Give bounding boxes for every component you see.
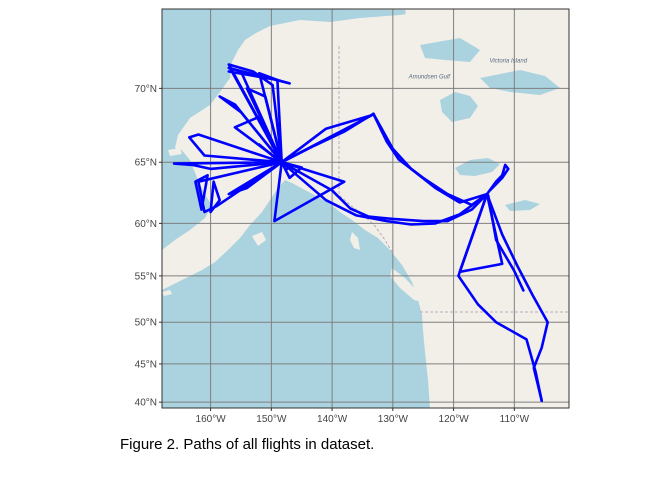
map-place-labels: Amundsen Gulf Victoria Island — [408, 59, 528, 81]
y-tick-label: 55°N — [135, 271, 157, 282]
place-label: Amundsen Gulf — [408, 74, 452, 80]
map-border — [161, 8, 570, 409]
y-tick-label: 60°N — [135, 219, 157, 230]
lake-athabasca — [505, 200, 540, 211]
flight-path — [188, 133, 284, 164]
x-tick-label: 130°W — [378, 414, 409, 425]
x-tick-label: 160°W — [196, 414, 227, 425]
y-tick-label: 70°N — [135, 84, 157, 95]
st-lawrence-island — [168, 148, 182, 156]
haida-gwaii — [350, 232, 360, 250]
flight-paths — [172, 63, 550, 403]
flight-path — [280, 114, 373, 164]
map-panel: Amundsen Gulf Victoria Island — [162, 9, 569, 408]
land-seward — [175, 105, 220, 152]
flight-path — [372, 112, 489, 204]
flight-path — [209, 180, 221, 214]
flight-path — [280, 160, 486, 226]
flight-path — [273, 160, 346, 223]
water-amundsen — [420, 38, 480, 62]
y-tick-label: 40°N — [135, 398, 157, 409]
flight-path — [280, 160, 489, 223]
figure-caption: Figure 2. Paths of all flights in datase… — [120, 436, 375, 453]
flight-path — [485, 163, 510, 196]
x-tick-label: 110°W — [500, 414, 530, 425]
y-tick-label: 65°N — [135, 158, 157, 169]
land-victoria-island — [468, 9, 569, 75]
land-banks-island — [405, 9, 450, 38]
place-label: Victoria Island — [489, 59, 527, 65]
x-tick-label: 120°W — [439, 414, 470, 425]
x-tick-label: 150°W — [256, 414, 287, 425]
flight-path — [218, 95, 284, 164]
flight-path — [486, 194, 525, 292]
y-tick-label: 50°N — [135, 318, 157, 329]
flight-path — [172, 160, 284, 171]
axis-ticks: 160°W 150°W 140°W 130°W 120°W 110°W 70°N 65°N 60… — [135, 84, 530, 425]
flight-path — [233, 115, 284, 164]
flight-path — [194, 174, 209, 211]
flight-path — [227, 66, 291, 85]
vancouver-island — [390, 268, 423, 302]
aleutian-chain — [162, 290, 172, 296]
kodiak-island — [252, 232, 266, 246]
y-tick-label: 45°N — [135, 359, 157, 370]
x-tick-label: 140°W — [317, 414, 348, 425]
great-bear-lake — [440, 92, 478, 122]
flight-path — [485, 192, 550, 403]
flight-path — [227, 160, 284, 196]
